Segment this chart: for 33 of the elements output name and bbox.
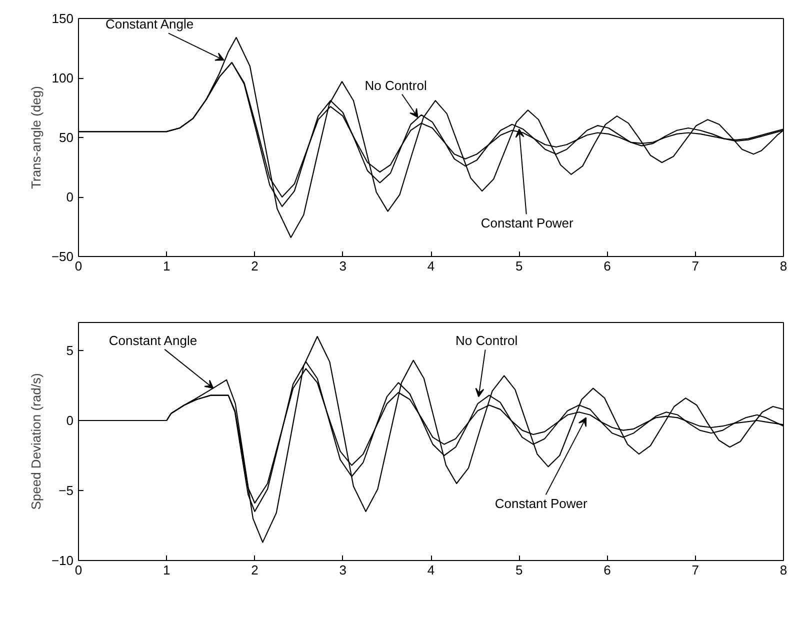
x-tick-label: 8 (780, 258, 788, 274)
x-tick-label: 3 (339, 258, 346, 274)
y-tick-label: 50 (59, 130, 74, 145)
y-tick-label: 150 (52, 11, 74, 26)
x-tick-label: 5 (516, 258, 523, 274)
x-tick-label: 4 (427, 562, 435, 578)
y-axis-title: Speed Deviation (rad/s) (28, 373, 44, 510)
x-tick-label: 8 (780, 562, 788, 578)
x-tick-label: 1 (163, 562, 170, 578)
x-tick-label: 3 (339, 562, 346, 578)
x-tick-label: 6 (604, 258, 611, 274)
annotation: Constant Power (480, 216, 574, 231)
x-tick-label: 6 (604, 562, 611, 578)
x-tick-label: 2 (251, 258, 258, 274)
y-tick-label: 0 (66, 190, 74, 204)
x-tick-label: 4 (427, 258, 435, 274)
x-tick-label: 2 (251, 562, 258, 578)
annotation: Constant Angle (105, 16, 194, 32)
y-axis-title: Trans-angle (deg) (28, 86, 44, 189)
x-tick-label: 7 (692, 562, 699, 578)
y-tick-label: −5 (58, 483, 74, 498)
annotation: No Control (364, 78, 427, 93)
y-tick-label: −10 (51, 553, 74, 568)
y-tick-label: −50 (51, 249, 74, 264)
y-tick-label: 0 (66, 413, 74, 428)
annotation: Constant Angle (108, 332, 198, 348)
annotation: Constant Power (494, 496, 588, 512)
x-tick-label: 1 (163, 258, 170, 274)
x-tick-label: 5 (516, 562, 523, 578)
y-tick-label: 100 (52, 70, 74, 86)
x-tick-label: 7 (692, 258, 699, 274)
annotation: No Control (456, 333, 518, 348)
y-tick-label: 5 (66, 343, 74, 358)
